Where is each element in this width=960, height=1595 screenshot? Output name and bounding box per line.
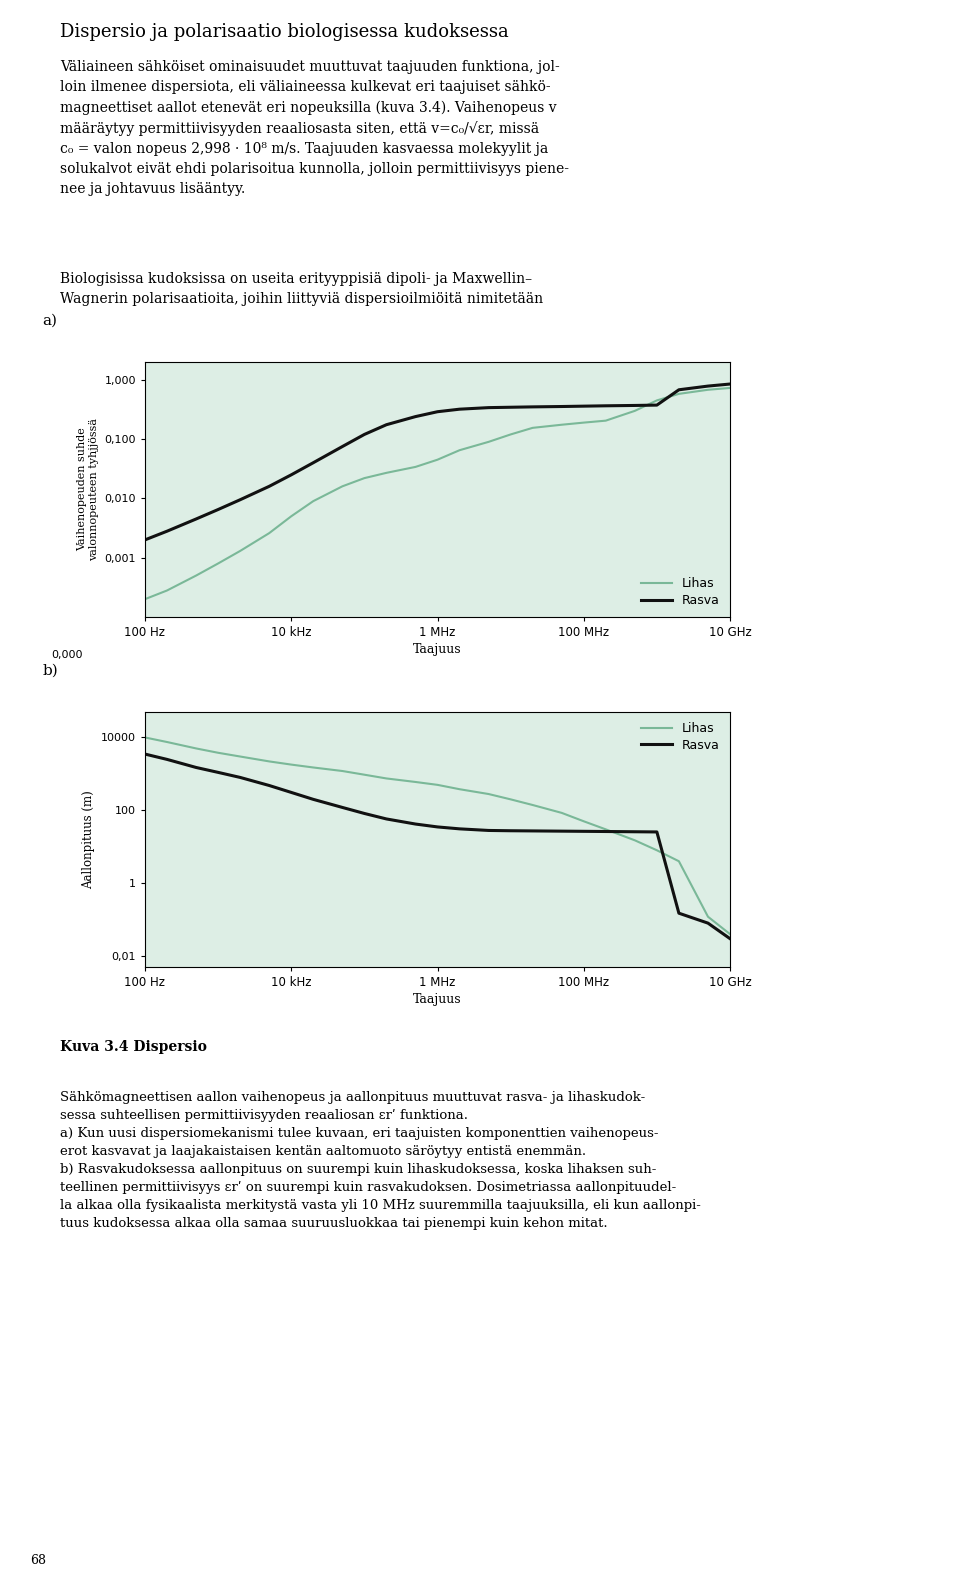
Text: 68: 68 [30, 1554, 46, 1566]
Y-axis label: Aallonpituus (m): Aallonpituus (m) [83, 790, 95, 888]
Text: Biologisissa kudoksissa on useita erityyppisiä dipoli- ja Maxwellin–
Wagnerin po: Biologisissa kudoksissa on useita erityy… [60, 273, 543, 306]
Text: a): a) [42, 313, 58, 327]
Text: Väliaineen sähköiset ominaisuudet ​muuttuvat taajuuden funktiona, jol-
loin ilme: Väliaineen sähköiset ominaisuudet ​muutt… [60, 61, 569, 196]
Legend: Lihas, Rasva: Lihas, Rasva [637, 574, 724, 611]
Text: Dispersio ja polarisaatio biologisessa kudoksessa: Dispersio ja polarisaatio biologisessa k… [60, 22, 509, 41]
Y-axis label: Vaihenopeuden suhde
valonnopeuteen tyhjjössä: Vaihenopeuden suhde valonnopeuteen tyhjj… [78, 418, 99, 561]
X-axis label: Taajuus: Taajuus [413, 994, 462, 1006]
Text: Kuva 3.4 Dispersio: Kuva 3.4 Dispersio [60, 1040, 206, 1054]
Legend: Lihas, Rasva: Lihas, Rasva [637, 718, 724, 756]
X-axis label: Taajuus: Taajuus [413, 643, 462, 656]
Text: b): b) [42, 664, 59, 678]
Text: 0,000: 0,000 [52, 651, 83, 660]
Text: Sähkömagneettisen aallon vaihenopeus ja aallonpituus muuttuvat rasva- ja lihasku: Sähkömagneettisen aallon vaihenopeus ja … [60, 1073, 701, 1230]
